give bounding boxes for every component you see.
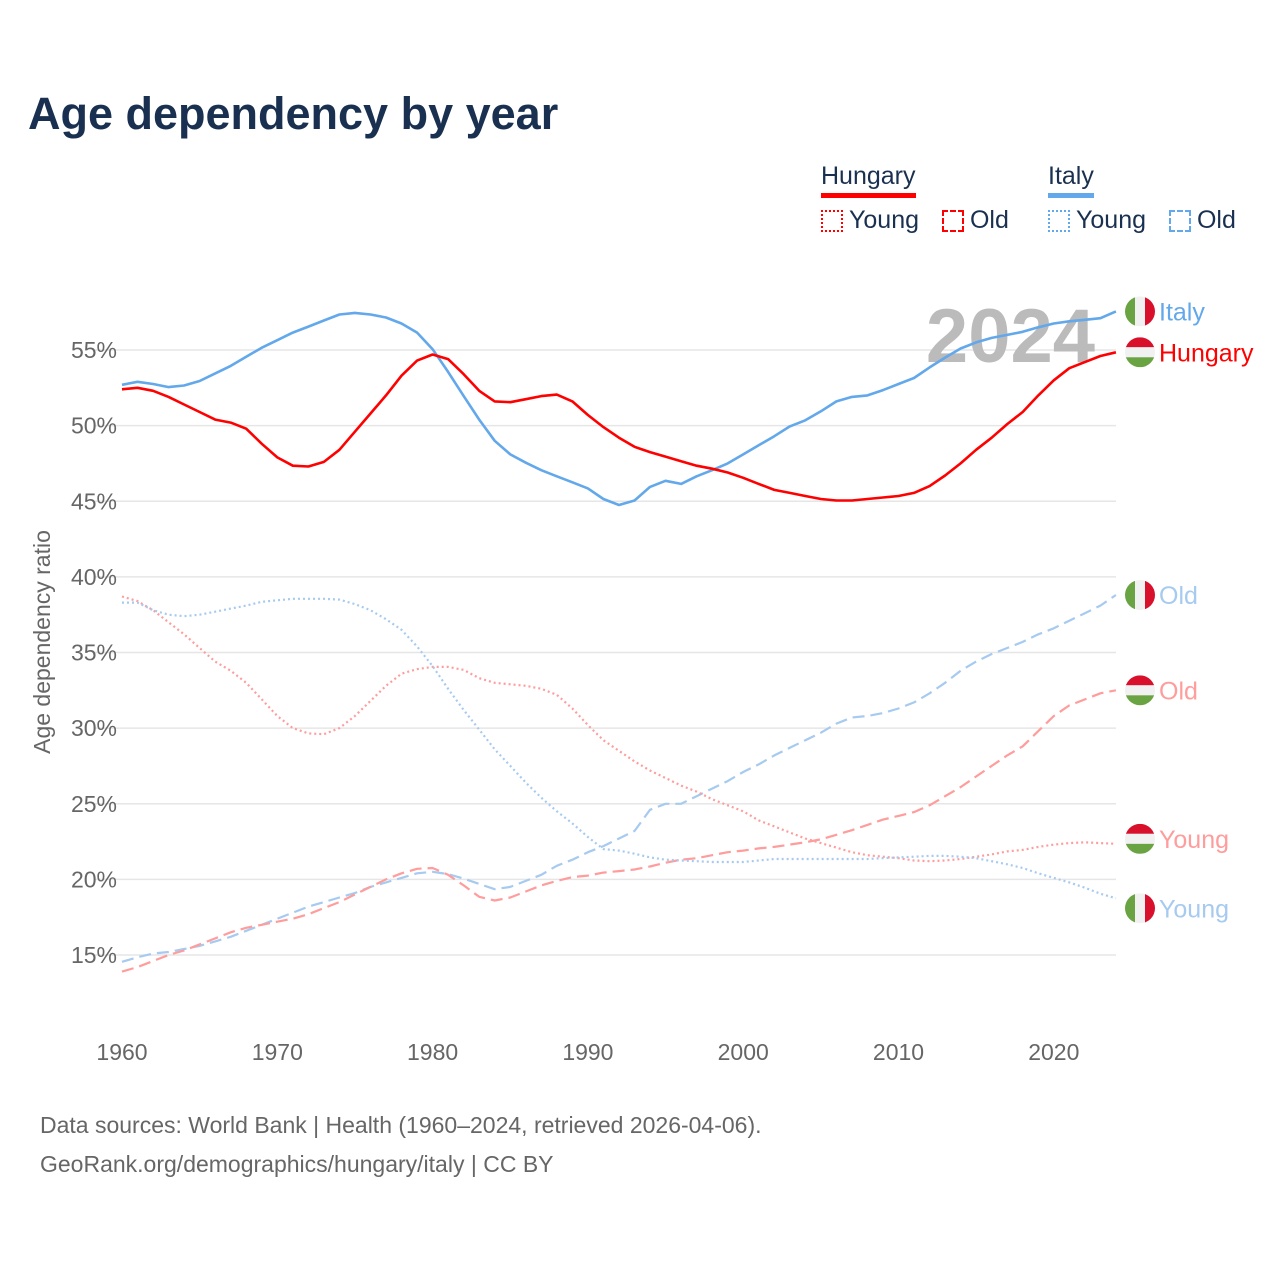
end-label-text: Old xyxy=(1159,582,1198,610)
legend-italy-young: Young xyxy=(1048,206,1146,235)
italy-flag-icon xyxy=(1125,296,1155,327)
y-tick-label: 30% xyxy=(71,715,117,741)
gridlines: 15% 20% 25% 30% 35% 40% 45% 50% 55% 1960 1970 1980 1… xyxy=(71,337,1116,1065)
end-label-text: Young xyxy=(1159,895,1229,923)
end-label-text: Young xyxy=(1159,826,1229,854)
y-tick-label: 45% xyxy=(71,488,117,514)
legend-hungary-title: Hungary xyxy=(821,162,916,198)
dotted-swatch-icon xyxy=(1048,209,1070,232)
x-tick-label: 1960 xyxy=(96,1039,147,1065)
y-tick-label: 15% xyxy=(71,942,117,968)
end-label-hungary-old: Old xyxy=(1125,675,1198,706)
y-tick-label: 35% xyxy=(71,640,117,666)
chart-title: Age dependency by year xyxy=(28,88,559,139)
series-line-hungary-young xyxy=(121,595,1116,863)
series-line-italy xyxy=(121,310,1117,507)
series-line-hungary xyxy=(121,351,1117,502)
dashed-swatch-icon xyxy=(941,209,964,232)
end-label-text: Old xyxy=(1159,677,1198,705)
legend-italy: Italy Young Old xyxy=(1048,162,1236,239)
y-tick-label: 55% xyxy=(71,337,117,363)
dashed-swatch-icon xyxy=(1168,209,1191,232)
hungary-flag-icon xyxy=(1125,823,1155,854)
legend-label: Old xyxy=(969,206,1009,234)
end-label-text: Italy xyxy=(1159,298,1205,326)
hungary-flag-icon xyxy=(1125,675,1155,706)
end-label-italy-young: Young xyxy=(1125,893,1229,924)
x-tick-label: 2000 xyxy=(718,1039,769,1065)
end-labels: Italy Hungary Old Old Young Young xyxy=(1125,296,1254,924)
series-line-italy-young xyxy=(122,597,1117,900)
x-tick-label: 1990 xyxy=(562,1039,613,1065)
italy-flag-icon xyxy=(1125,893,1155,924)
legend-hungary-young: Young xyxy=(821,206,919,235)
legend-label: Young xyxy=(1076,206,1146,234)
series-lines xyxy=(121,310,1117,973)
y-tick-label: 25% xyxy=(71,791,117,817)
series-line-hungary-old xyxy=(121,689,1117,973)
legend-italy-old: Old xyxy=(1168,206,1236,235)
legend-hungary: Hungary Young Old xyxy=(821,162,1025,239)
x-tick-label: 1980 xyxy=(407,1039,458,1065)
legend-hungary-old: Old xyxy=(941,206,1009,235)
end-label-hungary: Hungary xyxy=(1125,337,1254,368)
x-tick-label: 2020 xyxy=(1028,1039,1079,1065)
line-chart: 15% 20% 25% 30% 35% 40% 45% 50% 55% 1960 1970 1980 1… xyxy=(29,294,1254,1065)
y-tick-label: 20% xyxy=(71,866,117,892)
dotted-swatch-icon xyxy=(821,209,843,232)
end-label-text: Hungary xyxy=(1159,339,1254,367)
source-line-2[interactable]: GeoRank.org/demographics/hungary/italy |… xyxy=(40,1151,554,1177)
y-tick-label: 50% xyxy=(71,413,117,439)
year-watermark: 2024 xyxy=(926,294,1095,379)
x-tick-label: 1970 xyxy=(252,1039,303,1065)
hungary-flag-icon xyxy=(1125,337,1155,368)
y-tick-label: 40% xyxy=(71,564,117,590)
end-label-italy: Italy xyxy=(1125,296,1205,327)
legend-italy-title: Italy xyxy=(1048,162,1094,198)
end-label-italy-old: Old xyxy=(1125,580,1198,611)
y-axis-label: Age dependency ratio xyxy=(29,530,55,754)
end-label-hungary-young: Young xyxy=(1125,823,1229,854)
x-tick-label: 2010 xyxy=(873,1039,924,1065)
source-line-1: Data sources: World Bank | Health (1960–… xyxy=(40,1112,762,1138)
italy-flag-icon xyxy=(1125,580,1155,611)
source-note: Data sources: World Bank | Health (1960–… xyxy=(40,1106,762,1184)
legend-label: Young xyxy=(849,206,919,234)
legend-label: Old xyxy=(1196,206,1236,234)
series-line-italy-old xyxy=(121,594,1117,963)
